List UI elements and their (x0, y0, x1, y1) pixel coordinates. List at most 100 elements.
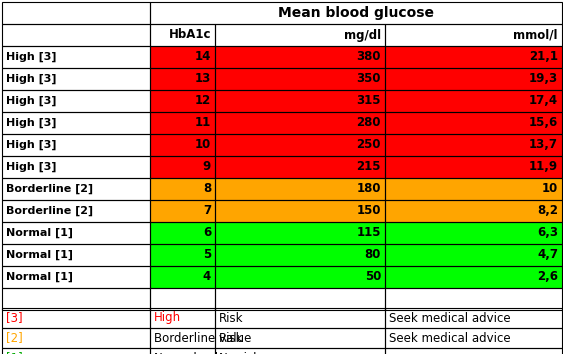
Text: High [3]: High [3] (6, 96, 56, 106)
Bar (2, 2, 150, 24)
Text: High [3]: High [3] (6, 162, 56, 172)
Text: 4: 4 (203, 270, 211, 284)
Bar (215, 156, 385, 178)
Bar (2, 244, 150, 266)
Bar (215, 68, 385, 90)
Bar (215, 222, 385, 244)
Bar (150, 266, 215, 288)
Bar (150, 308, 215, 328)
Bar (385, 328, 562, 348)
Bar (2, 112, 150, 134)
Text: 11,9: 11,9 (529, 160, 558, 173)
Bar (215, 288, 385, 310)
Bar (150, 112, 215, 134)
Bar (215, 266, 385, 288)
Bar (385, 68, 562, 90)
Text: mg/dl: mg/dl (344, 29, 381, 41)
Bar (150, 46, 215, 68)
Text: Risk: Risk (219, 331, 244, 344)
Bar (2, 178, 150, 200)
Text: 2,6: 2,6 (537, 270, 558, 284)
Bar (2, 178, 150, 200)
Bar (150, 90, 215, 112)
Text: Mean blood glucose: Mean blood glucose (278, 6, 434, 20)
Text: 180: 180 (356, 183, 381, 195)
Text: 19,3: 19,3 (529, 73, 558, 86)
Bar (2, 244, 150, 266)
Bar (150, 156, 215, 178)
Text: 280: 280 (356, 116, 381, 130)
Text: 6: 6 (203, 227, 211, 240)
Text: Borderline [2]: Borderline [2] (6, 184, 93, 194)
Bar (385, 308, 562, 328)
Bar (150, 348, 215, 354)
Bar (2, 222, 150, 244)
Bar (215, 24, 385, 46)
Bar (215, 178, 385, 200)
Bar (215, 288, 385, 310)
Text: Seek medical advice: Seek medical advice (389, 312, 511, 325)
Bar (150, 328, 215, 348)
Text: 6,3: 6,3 (537, 227, 558, 240)
Text: 8: 8 (203, 183, 211, 195)
Bar (2, 24, 150, 46)
Bar (385, 222, 562, 244)
Bar (385, 112, 562, 134)
Bar (385, 24, 562, 46)
Bar (2, 266, 150, 288)
Bar (385, 348, 562, 354)
Bar (150, 24, 215, 46)
Bar (2, 68, 150, 90)
Bar (385, 288, 562, 310)
Text: 115: 115 (356, 227, 381, 240)
Text: 10: 10 (542, 183, 558, 195)
Bar (215, 134, 385, 156)
Bar (150, 90, 215, 112)
Bar (215, 222, 385, 244)
Text: 50: 50 (365, 270, 381, 284)
Bar (385, 134, 562, 156)
Bar (215, 46, 385, 68)
Text: High [3]: High [3] (6, 52, 56, 62)
Bar (150, 288, 215, 310)
Bar (215, 24, 385, 46)
Bar (385, 134, 562, 156)
Text: 13,7: 13,7 (529, 138, 558, 152)
Bar (2, 46, 150, 68)
Bar (150, 308, 215, 328)
Bar (385, 24, 562, 46)
Text: mmol/l: mmol/l (513, 29, 558, 41)
Bar (215, 200, 385, 222)
Text: 80: 80 (365, 249, 381, 262)
Bar (2, 222, 150, 244)
Bar (2, 2, 150, 24)
Bar (215, 348, 385, 354)
Bar (385, 178, 562, 200)
Text: 250: 250 (356, 138, 381, 152)
Bar (2, 200, 150, 222)
Bar (150, 178, 215, 200)
Bar (215, 308, 385, 328)
Bar (2, 134, 150, 156)
Text: [2]: [2] (6, 331, 23, 344)
Bar (150, 112, 215, 134)
Bar (150, 156, 215, 178)
Text: Borderline value: Borderline value (154, 331, 251, 344)
Bar (385, 90, 562, 112)
Bar (2, 90, 150, 112)
Bar (150, 200, 215, 222)
Bar (150, 328, 215, 348)
Text: Normal [1]: Normal [1] (6, 228, 73, 238)
Bar (385, 308, 562, 328)
Bar (150, 222, 215, 244)
Text: 10: 10 (195, 138, 211, 152)
Bar (215, 90, 385, 112)
Bar (2, 288, 150, 310)
Text: 150: 150 (356, 205, 381, 217)
Bar (215, 200, 385, 222)
Bar (2, 328, 150, 348)
Text: Seek medical advice: Seek medical advice (389, 331, 511, 344)
Bar (385, 46, 562, 68)
Bar (385, 348, 562, 354)
Bar (150, 178, 215, 200)
